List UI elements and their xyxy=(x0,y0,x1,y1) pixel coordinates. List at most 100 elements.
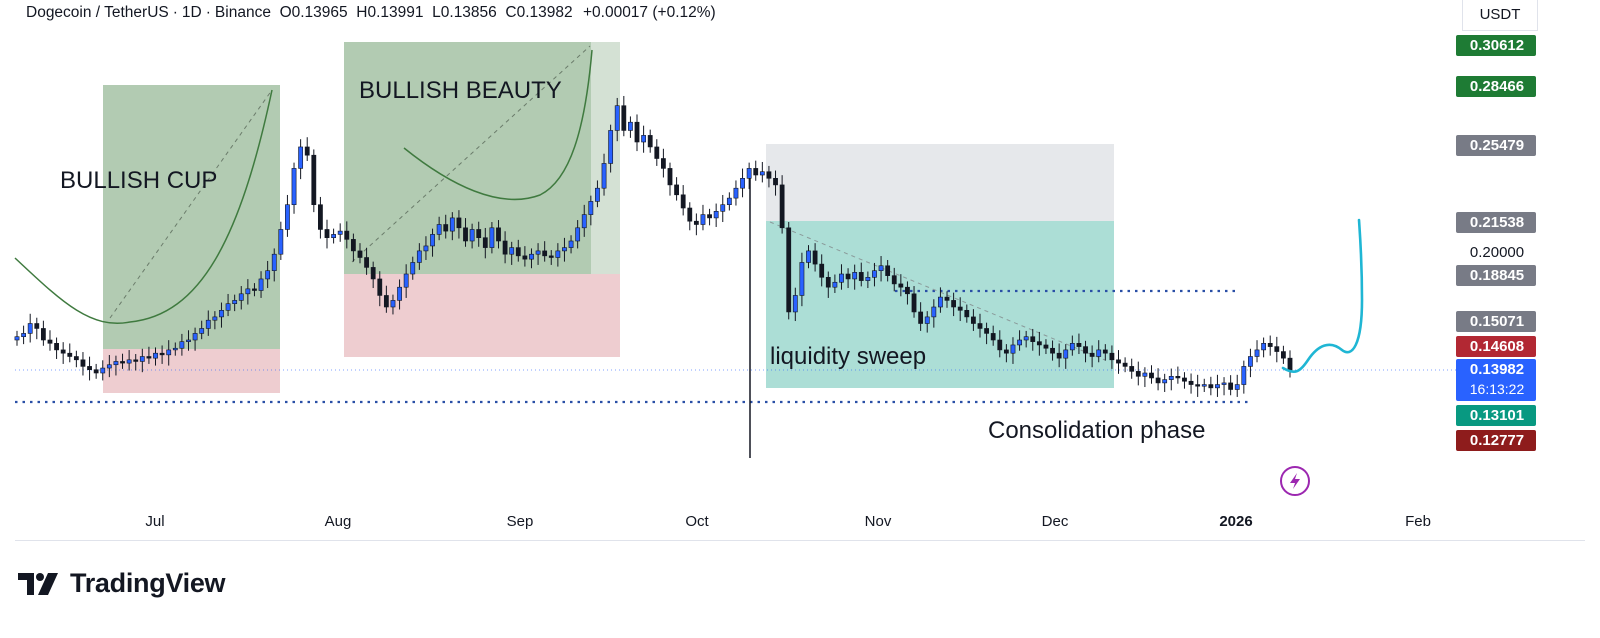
candle xyxy=(918,302,924,331)
candle xyxy=(1267,335,1273,356)
price-change: +0.00017 (+0.12%) xyxy=(582,4,716,21)
bullish-cup-green-zone xyxy=(103,85,280,349)
candle xyxy=(693,213,699,236)
candle xyxy=(964,304,970,323)
candle xyxy=(977,313,983,338)
svg-text:0.20000: 0.20000 xyxy=(1470,244,1524,261)
candle xyxy=(700,204,706,231)
candle xyxy=(14,330,20,346)
candle xyxy=(1274,336,1280,363)
interval[interactable]: 1D xyxy=(181,4,202,21)
candle xyxy=(146,346,152,364)
candle xyxy=(252,283,257,297)
candle xyxy=(1023,330,1029,348)
candle xyxy=(377,271,383,307)
ohlc-low: L0.13856 xyxy=(432,4,497,21)
candle xyxy=(509,241,515,265)
candle xyxy=(238,286,244,310)
candle xyxy=(489,222,495,254)
candle xyxy=(285,194,290,237)
candle xyxy=(1116,350,1121,374)
candle xyxy=(1208,376,1214,396)
exchange: Binance xyxy=(214,4,271,21)
tradingview-logo[interactable]: TradingView xyxy=(18,568,226,599)
candle xyxy=(568,235,574,254)
svg-text:0.25479: 0.25479 xyxy=(1470,137,1524,154)
beauty-diagonal xyxy=(351,45,591,263)
candle xyxy=(1201,378,1207,392)
price-label: 0.18845 xyxy=(1456,265,1536,286)
tradingview-logo-text: TradingView xyxy=(70,568,226,598)
candle xyxy=(865,271,871,289)
x-tick-label: Jul xyxy=(145,513,164,530)
candle xyxy=(786,222,792,320)
tradingview-logo-icon xyxy=(18,572,58,595)
candle xyxy=(548,250,554,265)
candle xyxy=(423,236,429,260)
price-axis[interactable]: 0.30612 0.28466 0.25479 0.21538 0.20000 0.188… xyxy=(1456,35,1536,451)
candle xyxy=(575,220,581,249)
candle xyxy=(990,325,996,346)
candle xyxy=(997,330,1003,358)
currency-button[interactable]: USDT xyxy=(1462,0,1538,31)
candle xyxy=(515,239,521,262)
price-label: 0.12777 xyxy=(1456,430,1536,451)
candle xyxy=(680,185,686,216)
candle xyxy=(1096,340,1102,363)
projection-path xyxy=(1281,218,1364,374)
candle xyxy=(839,264,844,290)
price-label: 0.25479 xyxy=(1456,135,1536,156)
price-label: 0.21538 xyxy=(1456,212,1536,233)
candle xyxy=(1030,328,1036,351)
candle xyxy=(1076,333,1082,355)
svg-text:0.12777: 0.12777 xyxy=(1470,432,1524,449)
chart-frame[interactable] xyxy=(15,0,1585,541)
candle xyxy=(825,271,831,298)
price-label: 0.14608 xyxy=(1456,336,1536,357)
candle xyxy=(456,210,462,239)
candle xyxy=(192,327,198,351)
candle xyxy=(1221,377,1227,396)
candle xyxy=(304,137,310,161)
x-axis[interactable]: Jul Aug Sep Oct Nov Dec 2026 Feb xyxy=(145,513,1431,530)
price-chart[interactable]: BULLISH CUP BULLISH BEAUTY liquidity swe… xyxy=(0,0,1600,540)
svg-text:0.14608: 0.14608 xyxy=(1470,338,1524,355)
candle xyxy=(133,354,139,371)
symbol-name[interactable]: Dogecoin / TetherUS xyxy=(26,4,169,21)
candle xyxy=(443,214,449,239)
candle xyxy=(984,322,989,345)
candle xyxy=(872,262,877,287)
candle xyxy=(957,297,963,322)
candle xyxy=(212,311,218,330)
candle xyxy=(80,352,86,376)
candle xyxy=(806,245,811,269)
candle xyxy=(1069,335,1075,356)
svg-text:0.13982: 0.13982 xyxy=(1470,361,1524,378)
candle xyxy=(1129,358,1135,379)
x-tick-label: Nov xyxy=(865,513,892,530)
svg-text:0.21538: 0.21538 xyxy=(1470,214,1524,231)
lightning-icon[interactable] xyxy=(1280,466,1310,496)
svg-text:16:13:22: 16:13:22 xyxy=(1470,381,1525,397)
x-tick-label: Dec xyxy=(1042,513,1069,530)
candle xyxy=(1089,345,1095,368)
candle xyxy=(1063,344,1069,369)
zones xyxy=(103,42,1114,393)
x-tick-label: Sep xyxy=(507,513,534,530)
candle xyxy=(34,317,40,340)
candle xyxy=(449,212,455,241)
candle xyxy=(397,279,402,310)
candle xyxy=(1083,340,1088,363)
candle xyxy=(1109,345,1115,369)
candle xyxy=(27,313,33,343)
candle xyxy=(733,180,739,206)
candle xyxy=(634,114,640,152)
candle xyxy=(139,348,145,373)
candle xyxy=(542,241,548,262)
price-label: 0.30612 xyxy=(1456,35,1536,56)
price-label: 0.13982 16:13:22 xyxy=(1456,359,1536,401)
candle xyxy=(271,248,277,282)
candle xyxy=(1287,350,1293,378)
candle xyxy=(318,196,323,239)
candle xyxy=(687,202,693,231)
